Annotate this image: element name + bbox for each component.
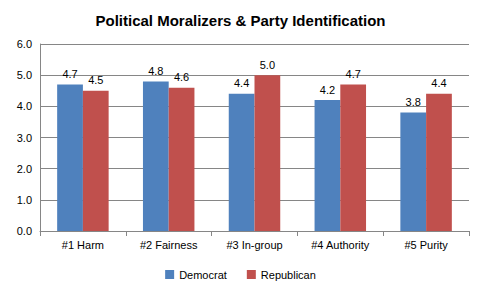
svg-text:4.7: 4.7 [346, 68, 361, 80]
svg-text:4.2: 4.2 [320, 84, 335, 96]
svg-text:#1 Harm: #1 Harm [62, 239, 104, 251]
svg-text:1.0: 1.0 [17, 194, 32, 206]
svg-text:3.0: 3.0 [17, 132, 32, 144]
svg-text:Political Moralizers & Party I: Political Moralizers & Party Identificat… [95, 12, 385, 29]
svg-text:4.7: 4.7 [62, 68, 77, 80]
svg-text:4.6: 4.6 [174, 71, 189, 83]
svg-text:3.8: 3.8 [406, 96, 421, 108]
svg-text:0.0: 0.0 [17, 225, 32, 237]
svg-text:4.5: 4.5 [88, 74, 103, 86]
svg-text:5.0: 5.0 [260, 59, 275, 71]
svg-text:4.4: 4.4 [431, 77, 446, 89]
svg-text:5.0: 5.0 [17, 69, 32, 81]
svg-text:#4 Authority: #4 Authority [311, 239, 370, 251]
svg-text:4.8: 4.8 [148, 65, 163, 77]
svg-text:4.0: 4.0 [17, 100, 32, 112]
svg-text:Republican: Republican [261, 269, 316, 281]
svg-text:#5 Purity: #5 Purity [404, 239, 448, 251]
svg-text:6.0: 6.0 [17, 38, 32, 50]
svg-text:Democrat: Democrat [179, 269, 227, 281]
svg-text:#3 In-group: #3 In-group [226, 239, 282, 251]
svg-text:2.0: 2.0 [17, 163, 32, 175]
svg-text:4.4: 4.4 [234, 77, 249, 89]
svg-text:#2 Fairness: #2 Fairness [140, 239, 198, 251]
